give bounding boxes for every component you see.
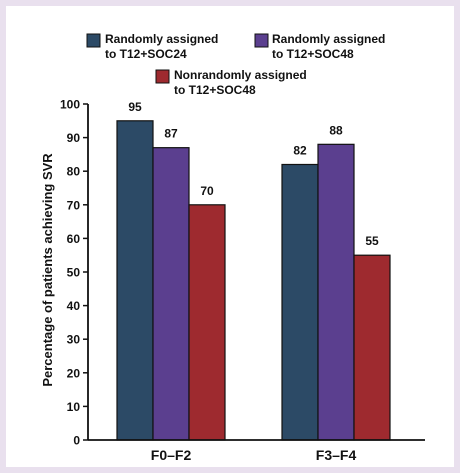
y-axis-ticks: 0 10 20 30 40 50 60 70 80 90 100 [60,98,88,448]
data-label: 87 [164,127,178,141]
x-axis-labels: F0–F2 F3–F4 [151,447,357,463]
data-label: 95 [128,100,142,114]
bar-2-3 [353,254,391,441]
y-tick-label: 80 [67,165,81,179]
legend-swatch [155,69,170,84]
data-label: 55 [365,234,379,248]
data-label: 88 [329,123,343,137]
y-tick-label: 20 [67,366,81,380]
y-tick-label: 60 [67,232,81,246]
bar-1-1 [116,120,154,441]
legend-label: Randomly assigned [272,32,385,46]
bar-1-2 [152,147,190,441]
legend-swatch [254,33,269,48]
legend-label: to T12+SOC48 [174,83,256,97]
y-tick-label: 70 [67,198,81,212]
x-category-label: F0–F2 [151,447,192,463]
y-axis-title: Percentage of patients achieving SVR [40,153,55,387]
axes [87,104,425,441]
bar-2-1 [281,163,319,441]
legend-label: to T12+SOC48 [272,47,354,61]
y-tick-label: 40 [67,299,81,313]
bars: 95 87 70 82 88 55 [116,100,391,441]
bar-2-2 [317,143,355,441]
data-label: 70 [200,184,214,198]
legend-label: to T12+SOC24 [105,47,187,61]
y-tick-label: 0 [73,434,80,448]
legend-label: Randomly assigned [105,32,218,46]
y-tick-label: 30 [67,333,81,347]
y-tick-label: 90 [67,131,81,145]
y-tick-label: 50 [67,266,81,280]
data-label: 82 [293,143,307,157]
y-tick-label: 100 [60,98,80,112]
y-tick-label: 10 [67,400,81,414]
y-axis-title-group: Percentage of patients achieving SVR [40,153,55,387]
x-category-label: F3–F4 [316,447,357,463]
bar-1-3 [188,204,226,441]
legend-label: Nonrandomly assigned [174,68,307,82]
legend-swatch [86,33,101,48]
